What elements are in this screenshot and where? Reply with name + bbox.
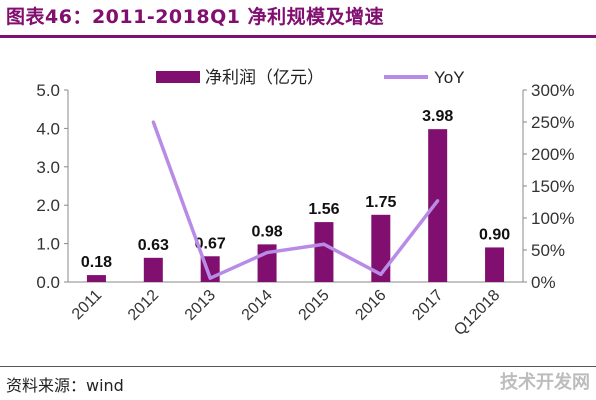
right-tick-label: 150% [531, 177, 574, 196]
source-note: 资料来源：wind [6, 376, 124, 395]
bar-value-label: 0.98 [251, 223, 282, 240]
left-tick-label: 1.0 [36, 235, 60, 254]
left-tick-label: 2.0 [36, 196, 60, 215]
right-tick-label: 100% [531, 209, 574, 228]
right-tick-label: 50% [531, 241, 565, 260]
right-tick-label: 200% [531, 145, 574, 164]
yoy-line [151, 121, 440, 280]
watermark: 技术开发网 [500, 372, 590, 393]
left-tick-label: 3.0 [36, 158, 60, 177]
yoy-point [265, 250, 269, 255]
bar-value-label: 1.75 [365, 194, 396, 211]
bar-value-label: 3.98 [422, 108, 453, 125]
right-tick-label: 0% [531, 273, 556, 292]
legend-swatch-bar [156, 71, 200, 83]
x-tick-label: 2012 [125, 287, 162, 324]
legend-label-line: YoY [434, 68, 465, 87]
x-tick-label: 2015 [296, 287, 333, 324]
bar-value-label: 0.63 [138, 237, 169, 254]
yoy-point [151, 120, 155, 124]
left-tick-label: 0.0 [36, 273, 60, 292]
bar [143, 257, 163, 282]
bar [428, 129, 448, 282]
chart-title: 图表46：2011-2018Q1 净利规模及增速 [6, 6, 385, 28]
bar-value-label: 0.67 [195, 235, 226, 252]
x-tick-label: 2013 [182, 287, 219, 324]
bar-value-label: 0.18 [81, 254, 112, 271]
bar [314, 222, 334, 282]
chart: 0.0 1.0 2.0 3.0 4.0 5.0 0% 50% 100% 150% 200% 250% 3… [36, 68, 574, 339]
bar-value-label: 0.90 [479, 226, 510, 243]
left-tick-label: 4.0 [36, 119, 60, 138]
x-tick-label: 2011 [69, 287, 105, 323]
x-tick-label: 2016 [352, 287, 389, 324]
title-divider [0, 35, 596, 38]
right-tick-label: 300% [531, 81, 574, 100]
footer-divider [0, 366, 596, 367]
x-tick-label: 2017 [409, 287, 446, 324]
x-tick-label: Q12018 [451, 287, 503, 339]
yoy-point [208, 276, 212, 280]
x-tick-label: 2014 [239, 287, 276, 324]
bar [485, 247, 505, 282]
right-tick-label: 250% [531, 113, 574, 132]
bar-value-label: 1.56 [308, 201, 339, 218]
yoy-point [436, 199, 440, 203]
yoy-point [379, 272, 383, 276]
legend-label-bar: 净利润（亿元） [205, 68, 324, 87]
bar [86, 275, 106, 282]
left-tick-label: 5.0 [36, 81, 60, 100]
yoy-point [322, 242, 326, 246]
bar [371, 214, 391, 282]
